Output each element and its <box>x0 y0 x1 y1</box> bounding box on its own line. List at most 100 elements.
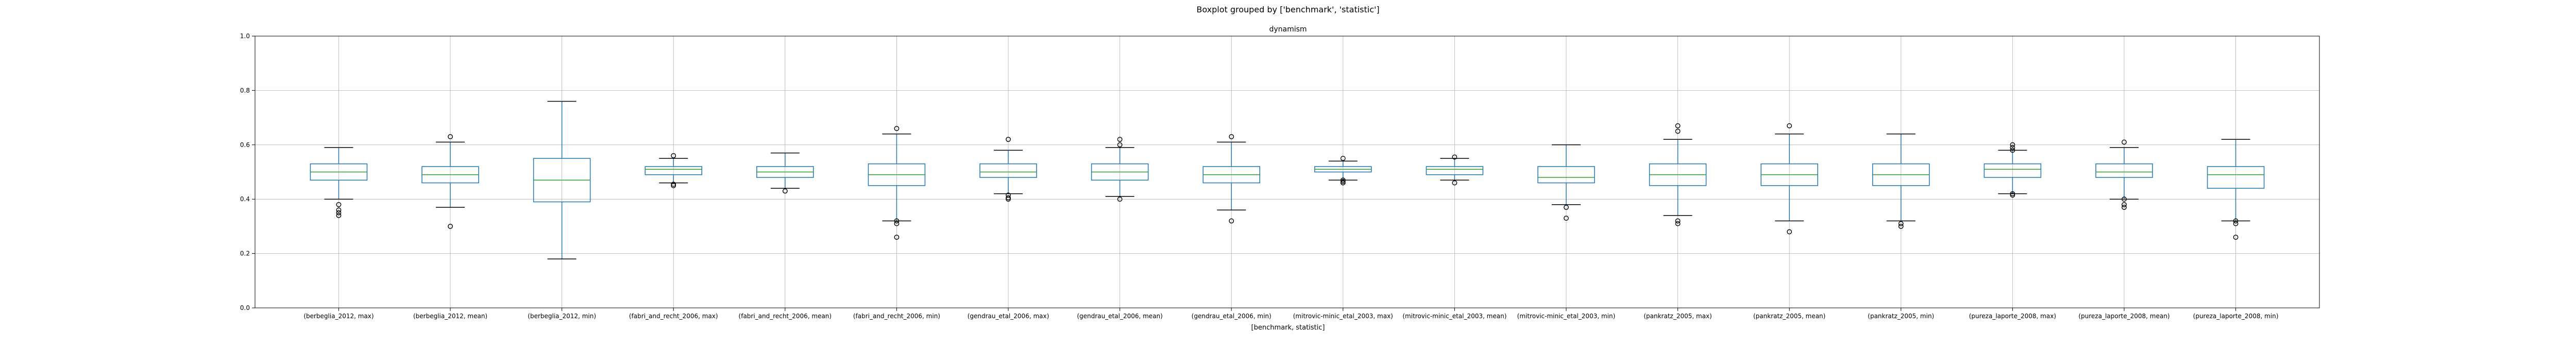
flier-point <box>1229 218 1234 224</box>
x-tick-label: (gendrau_etal_2006, min) <box>1192 313 1272 320</box>
y-tick-label: 0.6 <box>240 141 250 149</box>
x-tick-label: (berbeglia_2012, mean) <box>413 313 487 320</box>
x-tick-label: (pureza_laporte_2008, min) <box>2193 313 2279 320</box>
boxplot-group <box>979 137 1037 202</box>
iqr-box <box>2207 166 2265 189</box>
x-axis-ticks: (berbeglia_2012, max) (berbeglia_2012, me… <box>303 308 2278 320</box>
flier-point <box>2010 142 2015 147</box>
flier-point <box>1452 180 1458 186</box>
flier-point <box>894 221 900 226</box>
boxplot-group <box>1091 137 1149 202</box>
flier-point <box>336 202 342 207</box>
flier-point <box>2233 221 2239 226</box>
flier-point <box>671 182 676 187</box>
flier-point <box>336 207 342 213</box>
flier-point <box>2122 196 2127 202</box>
x-tick-label: (pureza_laporte_2008, max) <box>1969 313 2056 320</box>
x-tick-label: (berbeglia_2012, min) <box>528 313 596 320</box>
boxplot-group <box>868 126 926 240</box>
x-tick-label: (fabri_and_recht_2006, mean) <box>739 313 832 320</box>
flier-point <box>1452 154 1458 160</box>
x-tick-label: (mitrovic-minic_etal_2003, max) <box>1293 313 1393 320</box>
flier-point <box>1564 216 1569 221</box>
flier-point <box>1564 205 1569 210</box>
boxplot-group <box>1984 142 2042 198</box>
x-tick-label: (pureza_laporte_2008, mean) <box>2078 313 2170 320</box>
flier-point <box>1340 177 1346 183</box>
flier-point <box>671 153 676 158</box>
iqr-box <box>1426 166 1484 175</box>
y-tick-label: 0.2 <box>240 250 250 257</box>
boxplot-group <box>1537 144 1595 221</box>
x-tick-label: (berbeglia_2012, max) <box>303 313 374 320</box>
boxplot-group <box>2207 139 2265 240</box>
y-tick-label: 0.8 <box>240 87 250 94</box>
flier-point <box>2010 147 2015 153</box>
flier-point <box>1117 137 1123 142</box>
x-tick-label: (gendrau_etal_2006, max) <box>968 313 1049 320</box>
y-axis-ticks: 0.0 0.2 0.4 0.6 0.8 1.0 <box>240 32 255 311</box>
flier-point <box>1117 196 1123 202</box>
iqr-box <box>645 166 702 175</box>
flier-point <box>1787 123 1792 128</box>
flier-point <box>336 212 342 218</box>
y-tick-label: 0.0 <box>240 304 250 311</box>
flier-point <box>1675 128 1681 134</box>
x-axis-label: [benchmark, statistic] <box>1251 324 1325 332</box>
boxplot-group <box>1872 133 1930 229</box>
iqr-box <box>1984 163 2042 178</box>
boxplot-group <box>645 153 702 188</box>
boxplot-series <box>310 101 2265 259</box>
flier-point <box>1006 137 1011 142</box>
flier-point <box>1340 180 1346 186</box>
flier-point <box>2010 145 2015 150</box>
boxplot-group <box>1426 154 1484 186</box>
flier-point <box>1229 134 1234 139</box>
x-tick-label: (gendrau_etal_2006, mean) <box>1077 313 1162 320</box>
x-tick-label: (fabri_and_recht_2006, max) <box>629 313 718 320</box>
x-tick-label: (mitrovic-minic_etal_2003, min) <box>1517 313 1616 320</box>
flier-point <box>1340 179 1346 184</box>
flier-point <box>1340 156 1346 161</box>
x-tick-label: (pankratz_2005, min) <box>1868 313 1934 320</box>
flier-point <box>1898 223 1904 229</box>
flier-point <box>2233 218 2239 224</box>
flier-point <box>1787 229 1792 235</box>
flier-point <box>1898 221 1904 226</box>
flier-point <box>2233 235 2239 240</box>
boxplot-group <box>533 101 591 259</box>
flier-point <box>1675 123 1681 128</box>
x-tick-label: (fabri_and_recht_2006, min) <box>853 313 940 320</box>
flier-point <box>448 223 453 229</box>
x-tick-label: (pankratz_2005, mean) <box>1753 313 1825 320</box>
flier-point <box>1006 195 1011 201</box>
iqr-box <box>2095 163 2153 178</box>
boxplot-group <box>1202 134 1260 224</box>
boxplot-group <box>756 152 814 194</box>
x-tick-label: (mitrovic-minic_etal_2003, mean) <box>1402 313 1506 320</box>
boxplot-group <box>310 147 368 218</box>
flier-point <box>894 126 900 132</box>
flier-point <box>782 188 788 194</box>
flier-point <box>894 235 900 240</box>
flier-point <box>448 134 453 139</box>
boxplot-group <box>1760 123 1818 235</box>
chart-title: dynamism <box>1269 25 1307 34</box>
iqr-box <box>979 163 1037 178</box>
flier-point <box>671 183 676 188</box>
y-tick-label: 0.4 <box>240 195 250 203</box>
flier-point <box>2122 202 2127 207</box>
boxplot-group <box>1314 156 1372 186</box>
flier-point <box>2122 205 2127 210</box>
flier-point <box>2122 139 2127 145</box>
iqr-box <box>1537 166 1595 184</box>
flier-point <box>894 218 900 224</box>
y-tick-label: 1.0 <box>240 32 250 40</box>
flier-point <box>336 210 342 216</box>
flier-point <box>1675 218 1681 224</box>
boxplot-group <box>421 134 479 229</box>
boxplot-group <box>1649 123 1707 226</box>
boxplot-group <box>2095 139 2153 210</box>
axes-frame <box>255 36 2320 308</box>
